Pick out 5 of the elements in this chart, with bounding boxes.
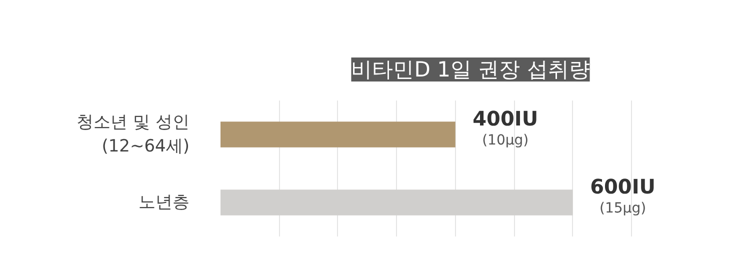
- data-label: 600IU (15μg): [590, 174, 656, 216]
- chart-title: 비타민D 1일 권장 섭취량: [351, 58, 590, 82]
- y-tick-label: 청소년 및 성인 (12~64세): [76, 112, 190, 156]
- y-tick-label: 노년층: [138, 192, 190, 212]
- data-label: 400IU (10μg): [472, 106, 538, 148]
